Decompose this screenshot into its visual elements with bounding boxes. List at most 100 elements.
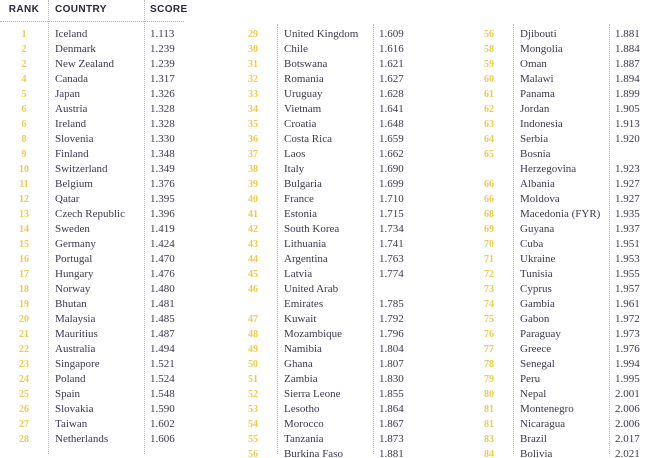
table-row: 43 Lithuania 1.741: [229, 237, 414, 252]
score-cell: 1.524: [150, 373, 175, 385]
score-cell: 1.641: [379, 103, 404, 115]
rank-cell: 64: [484, 134, 494, 145]
rank-cell: 34: [248, 104, 258, 115]
table-row: 65 Bosnia Herzegovina 1.923: [465, 147, 650, 177]
rank-cell: 48: [248, 329, 258, 340]
table-row: 62 Jordan 1.905: [465, 102, 650, 117]
score-cell: 1.328: [150, 103, 175, 115]
country-cell: Denmark: [55, 43, 96, 55]
score-cell: 1.609: [379, 28, 404, 40]
score-cell: 1.927: [615, 193, 640, 205]
country-cell: Norway: [55, 283, 91, 295]
table-row: 66 Albania 1.927: [465, 177, 650, 192]
country-cell: Netherlands: [55, 433, 109, 445]
score-cell: 1.621: [379, 58, 404, 70]
country-cell: Italy: [284, 163, 305, 175]
rank-cell: 36: [248, 134, 258, 145]
country-cell: Taiwan: [55, 418, 88, 430]
rank-cell: 10: [19, 164, 29, 175]
rank-cell: 66: [484, 194, 494, 205]
rank-cell: 23: [19, 359, 29, 370]
rank-cell: 49: [248, 344, 258, 355]
score-cell: 1.887: [615, 58, 640, 70]
rank-cell: 62: [484, 104, 494, 115]
rank-cell: 2: [21, 44, 27, 55]
score-cell: 1.995: [615, 373, 640, 385]
score-cell: 1.830: [379, 373, 404, 385]
rank-cell: 83: [484, 434, 494, 445]
table-row: 69 Guyana 1.937: [465, 222, 650, 237]
score-cell: 1.715: [379, 208, 404, 220]
score-cell: 1.395: [150, 193, 175, 205]
table-row: 53 Lesotho 1.864: [229, 402, 414, 417]
score-cell: 1.317: [150, 73, 175, 85]
rank-cell: 17: [19, 269, 29, 280]
table-row: 24 Poland 1.524: [0, 372, 185, 387]
score-cell: 1.881: [379, 448, 404, 458]
score-cell: 1.976: [615, 343, 640, 355]
column-divider: [513, 24, 514, 454]
score-cell: 1.953: [615, 253, 640, 265]
country-cell: Gabon: [520, 313, 550, 325]
country-cell: Lesotho: [284, 403, 320, 415]
score-cell: 1.973: [615, 328, 640, 340]
table-row: 54 Morocco 1.867: [229, 417, 414, 432]
score-cell: 2.021: [615, 448, 640, 458]
score-cell: 1.774: [379, 268, 404, 280]
country-cell: Bulgaria: [284, 178, 322, 190]
table-row: 23 Singapore 1.521: [0, 357, 185, 372]
score-cell: 1.804: [379, 343, 404, 355]
score-cell: 1.487: [150, 328, 175, 340]
table-row: 68 Macedonia (FYR) 1.935: [465, 207, 650, 222]
table-row: 19 Bhutan 1.481: [0, 297, 185, 312]
score-cell: 1.690: [379, 163, 404, 175]
rank-cell: 30: [248, 44, 258, 55]
country-cell: Ireland: [55, 118, 87, 130]
country-cell: Lithuania: [284, 238, 327, 250]
rank-cell: 47: [248, 314, 258, 325]
rank-cell: 14: [19, 224, 29, 235]
score-cell: 1.894: [615, 73, 640, 85]
rank-cell: 76: [484, 329, 494, 340]
rank-cell: 65: [484, 149, 494, 160]
score-cell: 1.648: [379, 118, 404, 130]
column-divider: [373, 24, 374, 454]
country-cell: Slovenia: [55, 133, 94, 145]
score-cell: 1.113: [150, 28, 175, 40]
country-cell: Laos: [284, 148, 306, 160]
country-cell: Portugal: [55, 253, 93, 265]
country-cell: Poland: [55, 373, 86, 385]
table-row: 58 Mongolia 1.884: [465, 42, 650, 57]
score-cell: 2.017: [615, 433, 640, 445]
table-row: 76 Paraguay 1.973: [465, 327, 650, 342]
rank-cell: 19: [19, 299, 29, 310]
score-cell: 1.957: [615, 283, 640, 295]
table-row: 28 Netherlands 1.606: [0, 432, 185, 447]
table-row: 73 Cyprus 1.957: [465, 282, 650, 297]
score-cell: 1.927: [615, 178, 640, 190]
country-cell: Australia: [55, 343, 96, 355]
country-cell: Chile: [284, 43, 308, 55]
rank-cell: 79: [484, 374, 494, 385]
score-cell: 1.616: [379, 43, 404, 55]
rank-cell: 6: [21, 104, 27, 115]
table-row: 74 Gambia 1.961: [465, 297, 650, 312]
rank-cell: 55: [248, 434, 258, 445]
table-row: 41 Estonia 1.715: [229, 207, 414, 222]
country-cell: Tanzania: [284, 433, 324, 445]
table-row: 52 Sierra Leone 1.855: [229, 387, 414, 402]
score-cell: 1.937: [615, 223, 640, 235]
rank-cell: 26: [19, 404, 29, 415]
country-cell: Japan: [55, 88, 81, 100]
country-cell: Ukraine: [520, 253, 556, 265]
score-cell: 1.807: [379, 358, 404, 370]
rank-cell: 71: [484, 254, 494, 265]
table-row: 46 United Arab Emirates 1.785: [229, 282, 414, 312]
score-cell: 1.330: [150, 133, 175, 145]
table-column-group-3: 56 Djibouti 1.881 58 Mongolia 1.884 59 Oman 1.88…: [465, 0, 650, 458]
rank-cell: 5: [21, 89, 27, 100]
rank-cell: 8: [21, 134, 27, 145]
score-cell: 1.659: [379, 133, 404, 145]
table-row: 12 Qatar 1.395: [0, 192, 185, 207]
score-cell: 1.476: [150, 268, 175, 280]
